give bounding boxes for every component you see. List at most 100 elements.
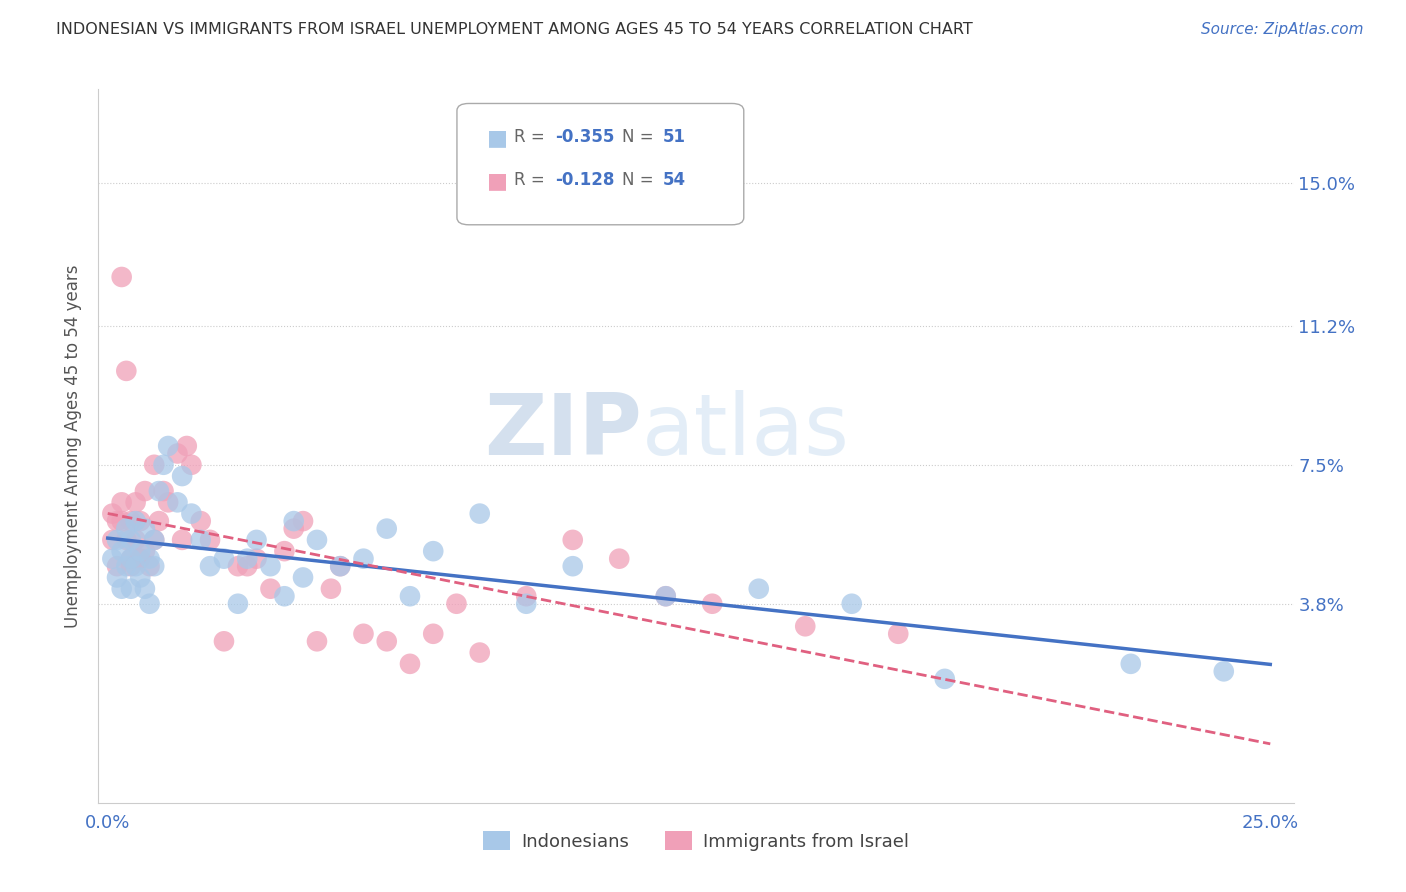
- Point: [259, 559, 281, 574]
- Point: [190, 514, 212, 528]
- Point: [148, 514, 170, 528]
- Point: [180, 458, 202, 472]
- Point: [515, 589, 537, 603]
- Point: [794, 619, 817, 633]
- Point: [468, 507, 491, 521]
- Point: [105, 533, 128, 547]
- Point: [143, 533, 166, 547]
- Point: [101, 533, 124, 547]
- Point: [236, 559, 259, 574]
- Point: [375, 634, 398, 648]
- Point: [259, 582, 281, 596]
- FancyBboxPatch shape: [457, 103, 744, 225]
- Text: ■: ■: [486, 171, 508, 191]
- Point: [134, 484, 156, 499]
- Point: [111, 544, 134, 558]
- Point: [273, 589, 295, 603]
- Point: [655, 589, 678, 603]
- Point: [166, 446, 188, 460]
- Point: [1212, 665, 1234, 679]
- Point: [152, 484, 174, 499]
- Point: [115, 522, 138, 536]
- Point: [422, 544, 444, 558]
- Point: [226, 597, 249, 611]
- Point: [353, 551, 375, 566]
- Point: [887, 627, 910, 641]
- Point: [124, 533, 146, 547]
- Point: [138, 597, 160, 611]
- Point: [329, 559, 352, 574]
- Point: [399, 589, 422, 603]
- Text: 54: 54: [662, 171, 686, 189]
- Point: [172, 469, 194, 483]
- Point: [273, 544, 295, 558]
- Point: [129, 514, 152, 528]
- Point: [120, 559, 142, 574]
- Point: [198, 559, 221, 574]
- Legend: Indonesians, Immigrants from Israel: Indonesians, Immigrants from Israel: [475, 824, 917, 858]
- Point: [138, 551, 160, 566]
- Point: [561, 533, 583, 547]
- Point: [105, 514, 128, 528]
- Point: [115, 364, 138, 378]
- Point: [292, 570, 315, 584]
- Point: [319, 582, 342, 596]
- Text: Source: ZipAtlas.com: Source: ZipAtlas.com: [1201, 22, 1364, 37]
- Point: [305, 634, 328, 648]
- Point: [172, 533, 194, 547]
- Point: [702, 597, 724, 611]
- Text: R =: R =: [515, 128, 550, 146]
- Point: [124, 495, 146, 509]
- Point: [1119, 657, 1142, 671]
- Text: -0.355: -0.355: [555, 128, 614, 146]
- Point: [120, 551, 142, 566]
- Point: [468, 646, 491, 660]
- Point: [515, 597, 537, 611]
- Point: [305, 533, 328, 547]
- Point: [101, 551, 124, 566]
- Y-axis label: Unemployment Among Ages 45 to 54 years: Unemployment Among Ages 45 to 54 years: [65, 264, 83, 628]
- Point: [283, 522, 305, 536]
- Text: R =: R =: [515, 171, 550, 189]
- Point: [152, 458, 174, 472]
- Point: [101, 507, 124, 521]
- Point: [148, 484, 170, 499]
- Point: [212, 551, 235, 566]
- Point: [292, 514, 315, 528]
- Point: [375, 522, 398, 536]
- Point: [111, 495, 134, 509]
- Point: [236, 551, 259, 566]
- Point: [111, 514, 134, 528]
- Point: [245, 533, 267, 547]
- Point: [134, 582, 156, 596]
- Point: [129, 551, 152, 566]
- Point: [129, 570, 152, 584]
- Point: [176, 439, 198, 453]
- Text: INDONESIAN VS IMMIGRANTS FROM ISRAEL UNEMPLOYMENT AMONG AGES 45 TO 54 YEARS CORR: INDONESIAN VS IMMIGRANTS FROM ISRAEL UNE…: [56, 22, 973, 37]
- Point: [120, 514, 142, 528]
- Point: [143, 533, 166, 547]
- Point: [134, 544, 156, 558]
- Point: [105, 559, 128, 574]
- Point: [198, 533, 221, 547]
- Text: atlas: atlas: [643, 390, 851, 474]
- Point: [748, 582, 770, 596]
- Point: [115, 533, 138, 547]
- Text: ZIP: ZIP: [485, 390, 643, 474]
- Point: [143, 458, 166, 472]
- Point: [399, 657, 422, 671]
- Point: [180, 507, 202, 521]
- Point: [138, 559, 160, 574]
- Point: [157, 495, 180, 509]
- Point: [134, 522, 156, 536]
- Point: [841, 597, 863, 611]
- Text: 51: 51: [662, 128, 686, 146]
- Point: [120, 533, 142, 547]
- Point: [561, 559, 583, 574]
- Point: [115, 559, 138, 574]
- Point: [353, 627, 375, 641]
- Point: [226, 559, 249, 574]
- Point: [129, 544, 152, 558]
- Point: [120, 551, 142, 566]
- Point: [190, 533, 212, 547]
